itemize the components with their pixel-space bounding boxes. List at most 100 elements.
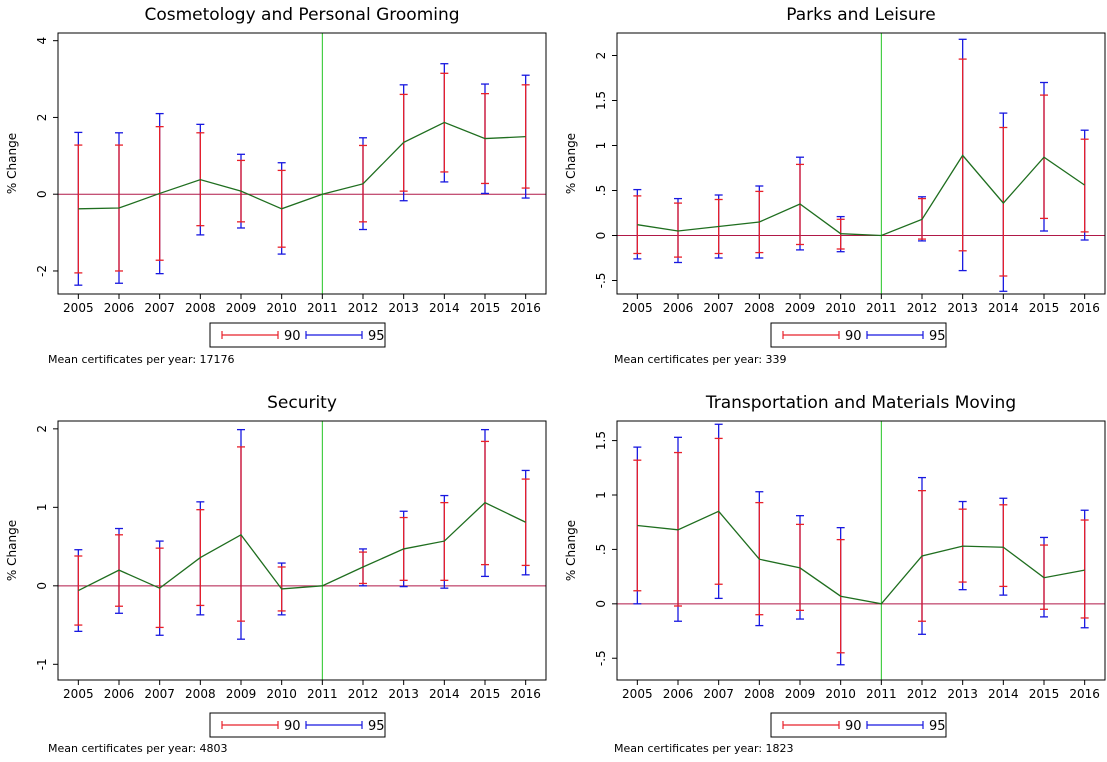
y-tick-label: 1.5 [594, 91, 608, 110]
chart-note: Mean certificates per year: 4803 [48, 742, 228, 755]
point-estimate-line [78, 121, 526, 210]
legend-label-95: 95 [929, 719, 946, 734]
x-tick-label: 2014 [988, 687, 1019, 701]
x-tick-label: 2011 [307, 687, 338, 701]
legend-label-90: 90 [284, 329, 301, 344]
legend: 90 95 [209, 322, 386, 348]
y-tick-label: -.5 [594, 273, 608, 289]
y-tick-label: 0 [594, 600, 608, 608]
ci90-bar [521, 84, 530, 189]
y-tick-label: 2 [594, 52, 608, 60]
x-tick-label: 2007 [144, 301, 175, 315]
x-tick-label: 2008 [185, 687, 216, 701]
x-tick-label: 2006 [104, 301, 135, 315]
panel-1: Cosmetology and Personal Grooming % Chang… [5, 5, 547, 366]
x-tick-label: 2014 [429, 301, 460, 315]
y-tick-label: -2 [35, 265, 49, 277]
x-tick-label: 2006 [104, 687, 135, 701]
y-axis-label: % Change [5, 520, 19, 581]
y-axis-label: % Change [564, 520, 578, 581]
x-tick-label: 2013 [947, 301, 978, 315]
ci90-bar [74, 144, 83, 274]
x-tick-label: 2010 [825, 301, 856, 315]
chart-title: Security [267, 393, 337, 413]
x-tick-label: 2009 [785, 301, 816, 315]
x-tick-label: 2008 [744, 687, 775, 701]
y-tick-label: 1 [594, 491, 608, 499]
plot-frame [616, 420, 1106, 681]
x-tick-label: 2010 [266, 301, 297, 315]
x-tick-label: 2012 [907, 687, 938, 701]
x-tick-label: 2012 [348, 301, 379, 315]
ci90-bar [1080, 519, 1089, 619]
x-tick-label: 2005 [622, 301, 653, 315]
point-estimate-line [637, 154, 1086, 237]
plot-frame [616, 32, 1106, 295]
y-tick-label: 0 [35, 190, 49, 198]
y-tick-label: .5 [594, 185, 608, 196]
ci90-bar [674, 202, 682, 258]
x-tick-label: 2015 [1029, 301, 1060, 315]
panel-3: Security % Change -1 0 1 2 2005 2006 2007 2008 200… [5, 393, 547, 755]
y-tick-label: 0 [35, 582, 49, 590]
point-estimate-line [78, 501, 526, 592]
y-tick-label: 4 [35, 37, 49, 45]
legend-label-90: 90 [845, 329, 862, 344]
plot-frame [57, 420, 547, 681]
x-tick-label: 2005 [63, 301, 94, 315]
y-tick-label: 1 [35, 504, 49, 512]
x-tick-label: 2009 [226, 687, 257, 701]
legend-label-95: 95 [368, 719, 385, 734]
x-tick-label: 2009 [785, 687, 816, 701]
x-tick-label: 2007 [703, 687, 734, 701]
point-estimate-line [637, 510, 1085, 605]
x-tick-label: 2014 [988, 301, 1019, 315]
y-axis-label: % Change [5, 133, 19, 194]
x-tick-label: 2016 [1069, 687, 1100, 701]
legend-label-90: 90 [284, 719, 301, 734]
legend: 90 95 [770, 712, 947, 738]
x-tick-label: 2011 [866, 301, 897, 315]
y-axis-label: % Change [564, 133, 578, 194]
x-tick-label: 2013 [388, 687, 419, 701]
chart-note: Mean certificates per year: 1823 [614, 742, 794, 755]
chart-title: Transportation and Materials Moving [705, 393, 1016, 413]
ci90-bar [237, 446, 245, 622]
x-tick-label: 2012 [907, 301, 938, 315]
x-tick-label: 2010 [266, 687, 297, 701]
chart-note: Mean certificates per year: 339 [614, 353, 787, 366]
y-tick-label: 2 [35, 114, 49, 122]
ci90-bar [1080, 138, 1089, 233]
legend-label-95: 95 [368, 329, 385, 344]
y-tick-label: -.5 [594, 650, 608, 666]
y-tick-label: .5 [594, 544, 608, 555]
x-tick-label: 2013 [947, 687, 978, 701]
y-tick-label: 0 [594, 232, 608, 240]
x-tick-label: 2016 [510, 687, 541, 701]
plot-frame [57, 32, 547, 295]
chart-note: Mean certificates per year: 17176 [48, 353, 235, 366]
x-tick-label: 2015 [470, 301, 501, 315]
x-tick-label: 2007 [703, 301, 734, 315]
x-tick-label: 2005 [622, 687, 653, 701]
legend-label-95: 95 [929, 329, 946, 344]
x-tick-label: 2005 [63, 687, 94, 701]
x-tick-label: 2007 [144, 687, 175, 701]
panel-2: Parks and Leisure % Change -.5 0 .5 1 1.5 2 2005… [564, 5, 1106, 366]
x-tick-label: 2014 [429, 687, 460, 701]
ci90-bar [999, 504, 1008, 588]
y-tick-label: 1.5 [594, 431, 608, 450]
x-tick-label: 2015 [1029, 687, 1060, 701]
x-tick-label: 2012 [348, 687, 379, 701]
x-tick-label: 2009 [226, 301, 257, 315]
x-tick-label: 2006 [663, 687, 694, 701]
y-tick-label: 2 [35, 425, 49, 433]
ci90-bar [999, 126, 1008, 277]
x-tick-label: 2013 [388, 301, 419, 315]
legend-label-90: 90 [845, 719, 862, 734]
panel-4: Transportation and Materials Moving % Cha… [564, 393, 1106, 755]
x-tick-label: 2006 [663, 301, 694, 315]
legend: 90 95 [209, 712, 386, 738]
x-tick-label: 2011 [866, 687, 897, 701]
